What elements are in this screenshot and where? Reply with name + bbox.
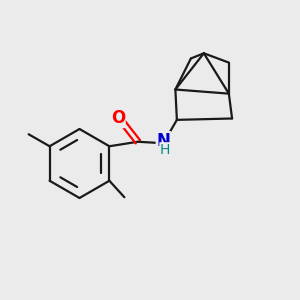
Text: O: O [111,110,125,127]
Text: H: H [160,143,170,157]
Text: N: N [156,132,170,150]
